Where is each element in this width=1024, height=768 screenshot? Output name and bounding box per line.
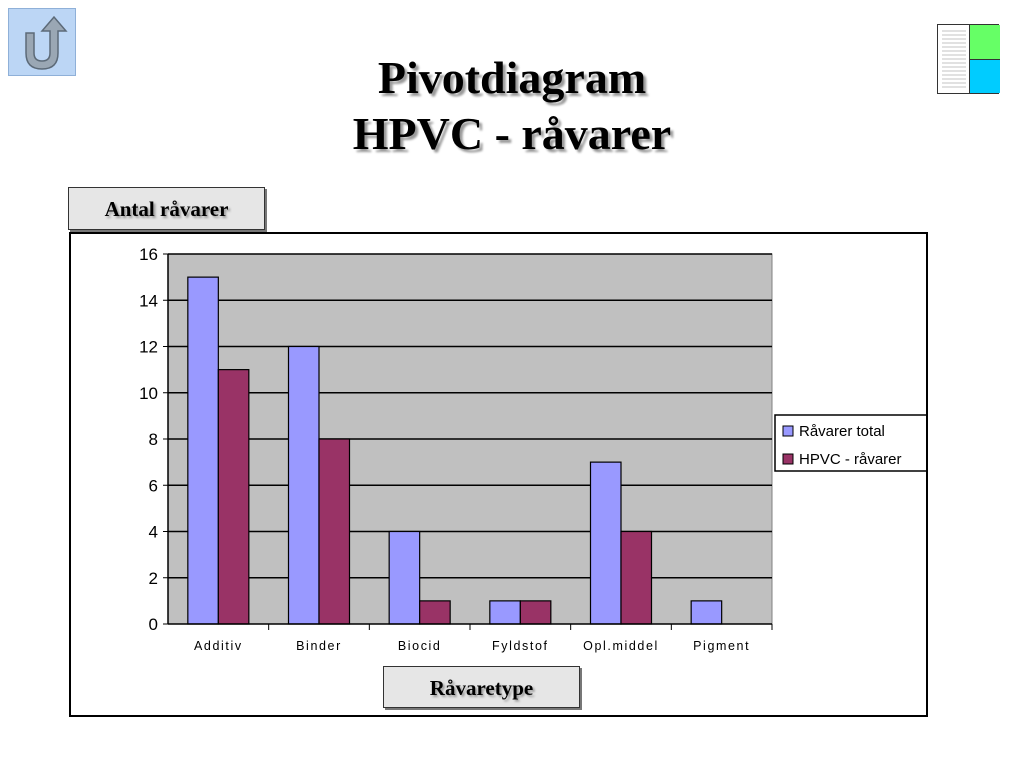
bar-hpvc-biocid xyxy=(419,600,451,625)
y-tick-label: 4 xyxy=(149,523,158,542)
y-tick-label: 12 xyxy=(139,338,158,357)
bar-hpvc-additiv xyxy=(217,369,250,625)
bar-hpvc-fyldstof xyxy=(519,600,552,625)
y-tick-label: 14 xyxy=(139,291,158,310)
legend-swatch xyxy=(782,453,794,465)
bar-chart: 0 2 4 6 8 10 12 14 16 Additiv Binder Biocid Fyldsto… xyxy=(139,245,926,653)
bar-total-opl-middel xyxy=(589,461,622,625)
bar-total-pigment xyxy=(690,600,723,625)
x-tick-label: Binder xyxy=(296,639,342,653)
page-title: Pivotdiagram HPVC - råvarer xyxy=(0,50,1024,162)
legend-label: Råvarer total xyxy=(799,423,885,440)
bar-hpvc-opl-middel xyxy=(620,530,653,625)
title-line-2: HPVC - råvarer xyxy=(352,108,672,159)
bar-total-fyldstof xyxy=(489,600,521,625)
x-tick-label: Fyldstof xyxy=(492,639,549,653)
x-tick-label: Pigment xyxy=(693,639,750,653)
x-tick-label: Additiv xyxy=(194,639,243,653)
y-tick-label: 16 xyxy=(139,245,158,264)
y-tick-label: 8 xyxy=(149,430,158,449)
thumb-cyan-block xyxy=(969,60,1000,93)
y-tick-label: 2 xyxy=(149,569,158,588)
x-axis-field-button[interactable]: Råvaretype xyxy=(383,666,580,708)
bar-total-biocid xyxy=(388,530,421,625)
bar-total-additiv xyxy=(187,276,219,625)
bar-total-binder xyxy=(287,345,320,625)
y-tick-label: 6 xyxy=(149,476,158,495)
x-tick-label: Opl.middel xyxy=(583,639,659,653)
worksheet-thumbnail-icon[interactable] xyxy=(937,24,1000,94)
legend-label: HPVC - råvarer xyxy=(799,451,902,468)
thumb-green-block xyxy=(969,25,1000,60)
table-lines-icon xyxy=(940,27,968,91)
legend-box xyxy=(774,414,926,472)
y-tick-label: 10 xyxy=(139,384,158,403)
chart-area: 0 2 4 6 8 10 12 14 16 Additiv Binder Biocid Fyldsto… xyxy=(69,232,928,717)
bar-hpvc-binder xyxy=(318,438,351,625)
back-button[interactable] xyxy=(8,8,76,76)
u-turn-arrow-icon xyxy=(25,15,68,70)
y-tick-label: 0 xyxy=(149,615,158,634)
legend-swatch xyxy=(782,425,794,437)
title-line-1: Pivotdiagram xyxy=(377,52,647,103)
y-axis-field-button[interactable]: Antal råvarer xyxy=(68,187,265,230)
x-tick-label: Biocid xyxy=(398,639,442,653)
